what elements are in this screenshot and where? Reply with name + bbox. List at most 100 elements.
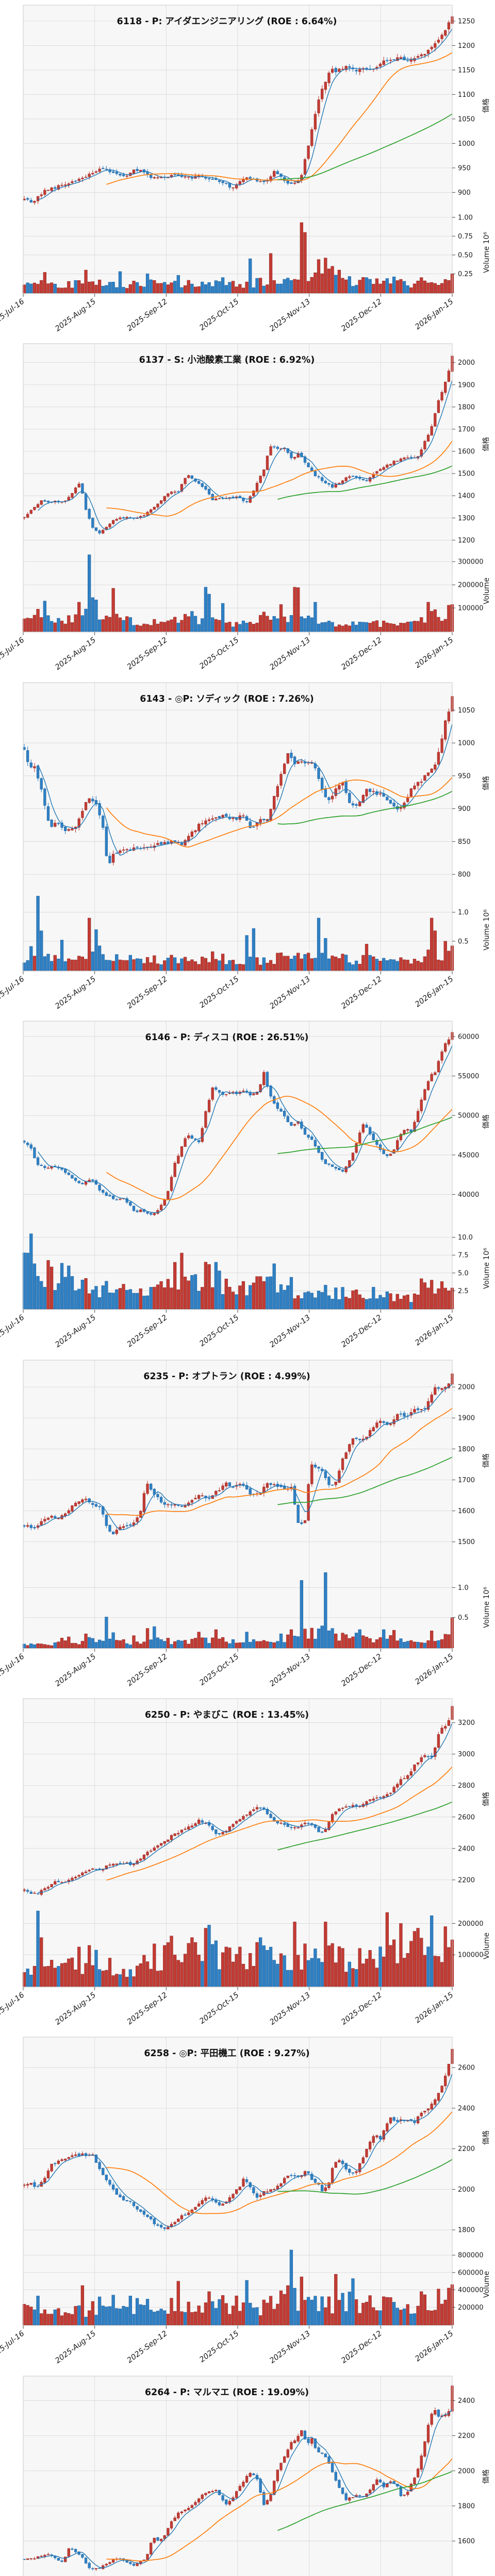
ma-mid-line [106,2458,453,2562]
svg-text:1600: 1600 [458,2537,475,2545]
svg-text:1600: 1600 [458,1507,475,1515]
svg-text:2025-Jul-16: 2025-Jul-16 [0,1652,26,1685]
price-axis-tick-labels: 900 950 1000 1050 1100 1150 1200 1250 0.25 0.50 0.… [452,18,475,278]
chart-title: 6118 - P: アイダエンジニアリング (ROE : 6.64%) [117,16,337,27]
stock-chart-cell-6146: 40000 45000 50000 55000 60000 2.5 5.0 7.5 10.0 20… [0,1016,495,1355]
svg-text:1100: 1100 [458,91,475,99]
stock-chart-6258: 1800 2000 2200 2400 2600 200000 400000 600000 80… [0,2037,491,2365]
svg-text:1600: 1600 [458,448,475,456]
svg-text:0.25: 0.25 [458,270,473,278]
ma-long-line [277,790,453,825]
ma-short-line [38,1383,453,1530]
grid-lines [23,1360,453,1649]
svg-text:2000: 2000 [458,1383,475,1391]
volume-axis-title: Volume [483,578,491,604]
volume-bars [22,554,454,632]
ma-long-line [277,1456,453,1505]
volume-bars [22,1572,454,1648]
svg-text:2000: 2000 [458,360,475,367]
svg-text:2400: 2400 [458,2397,475,2405]
svg-text:1300: 1300 [458,515,475,522]
svg-text:2025-Jul-16: 2025-Jul-16 [0,975,26,1007]
svg-text:1050: 1050 [458,115,475,123]
price-axis-tick-labels: 800 850 900 950 1000 1050 0.5 1.0 [452,707,475,945]
svg-text:2600: 2600 [458,1814,475,1821]
price-axis-title: 価格 [482,2469,490,2484]
stock-chart-cell-6264: 160018002000220024000.20.40.60.81.02025-… [0,2370,495,2576]
svg-text:950: 950 [458,772,471,780]
svg-text:2025-Oct-15: 2025-Oct-15 [198,297,240,332]
svg-text:1800: 1800 [458,1445,475,1453]
svg-text:1900: 1900 [458,382,475,389]
svg-text:2025-Oct-15: 2025-Oct-15 [198,1991,240,2025]
svg-text:200000: 200000 [458,1920,484,1928]
price-axis-tick-labels: 2200 2400 2600 2800 3000 3200 100000 200000 [452,1719,484,1959]
chart-title: 6143 - ◎P: ソディック (ROE : 7.26%) [140,693,314,704]
ma-mid-line [106,1096,453,1200]
svg-text:2025-Sep-12: 2025-Sep-12 [126,1991,169,2026]
svg-text:0.5: 0.5 [458,938,469,945]
svg-text:2400: 2400 [458,1845,475,1853]
x-axis-tick-labels: 2025-Jul-16 2025-Aug-15 2025-Sep-12 2025-Oc… [0,632,455,672]
svg-text:10.0: 10.0 [458,1234,473,1242]
svg-text:1.0: 1.0 [458,1584,469,1592]
ma-short-line [38,2073,453,2227]
svg-text:3000: 3000 [458,1751,475,1758]
svg-text:2.5: 2.5 [458,1287,469,1295]
svg-text:1500: 1500 [458,470,475,478]
svg-text:2200: 2200 [458,2146,475,2154]
svg-text:1200: 1200 [458,42,475,50]
svg-text:2025-Jul-16: 2025-Jul-16 [0,636,26,669]
svg-text:7.5: 7.5 [458,1252,469,1260]
svg-text:1800: 1800 [458,2227,475,2234]
svg-text:2025-Oct-15: 2025-Oct-15 [198,1314,240,1348]
svg-text:1800: 1800 [458,2502,475,2510]
svg-text:900: 900 [458,805,471,813]
price-axis-title: 価格 [482,98,490,113]
volume-axis-title: Volume 10⁶ [483,1248,491,1289]
svg-text:2025-Jul-16: 2025-Jul-16 [0,1991,26,2023]
chart-title: 6235 - P: オプトラン (ROE : 4.99%) [143,1371,310,1382]
svg-text:800000: 800000 [458,2252,484,2260]
svg-text:2025-Nov-13: 2025-Nov-13 [268,2330,312,2365]
svg-text:2025-Sep-12: 2025-Sep-12 [126,2330,169,2365]
svg-text:1900: 1900 [458,1414,475,1422]
price-axis-tick-labels: 160018002000220024000.20.40.60.81.0 [452,2397,475,2545]
stock-chart-6118: 900 950 1000 1050 1100 1150 1200 1250 0.25 0.50 0.… [0,5,491,333]
chart-title: 6264 - P: マルマエ (ROE : 19.09%) [145,2387,309,2398]
svg-text:5.0: 5.0 [458,1269,469,1277]
stock-chart-6146: 40000 45000 50000 55000 60000 2.5 5.0 7.5 10.0 20… [0,1021,491,1349]
stock-chart-6137: 1200 1300 1400 1500 1600 1700 1800 1900 2000 1000… [0,343,491,672]
svg-text:900: 900 [458,189,471,197]
candles [23,13,454,205]
stock-chart-cell-6143: 800 850 900 950 1000 1050 0.5 1.0 2025-Jul-16 202… [0,677,495,1016]
stock-chart-cell-6137: 1200 1300 1400 1500 1600 1700 1800 1900 2000 1000… [0,338,495,677]
svg-text:2025-Dec-12: 2025-Dec-12 [340,2330,384,2365]
svg-text:2025-Oct-15: 2025-Oct-15 [198,1652,240,1687]
ma-long-line [277,1801,453,1851]
chart-title: 6137 - S: 小池酸素工業 (ROE : 6.92%) [139,354,315,365]
ma-mid-line [106,1766,453,1881]
svg-text:300000: 300000 [458,558,484,566]
svg-text:2400: 2400 [458,2105,475,2113]
svg-text:2000: 2000 [458,2186,475,2194]
price-axis-title: 価格 [482,1792,490,1806]
svg-text:2025-Dec-12: 2025-Dec-12 [340,1991,384,2026]
svg-text:2025-Sep-12: 2025-Sep-12 [126,1314,169,1349]
svg-text:2025-Dec-12: 2025-Dec-12 [340,636,384,672]
stock-chart-6264: 160018002000220024000.20.40.60.81.02025-… [23,2376,490,2576]
ma-long-line [277,2159,453,2195]
price-axis-title: 価格 [482,1453,490,1468]
svg-text:2025-Nov-13: 2025-Nov-13 [268,297,312,333]
svg-text:100000: 100000 [458,605,484,613]
svg-text:2200: 2200 [458,1876,475,1884]
stock-chart-cell-6258: 1800 2000 2200 2400 2600 200000 400000 600000 80… [0,2032,495,2371]
ma-short-line [38,380,453,531]
volume-axis-title: Volume [483,2271,491,2298]
x-axis-tick-labels: 2025-Jul-16 2025-Aug-15 2025-Sep-12 2025-Oc… [0,1987,455,2027]
svg-text:1500: 1500 [458,1538,475,1546]
x-axis-tick-labels: 2025-Jul-16 2025-Aug-15 2025-Sep-12 2025-Oc… [0,2326,455,2365]
ma-short-line [38,1045,453,1213]
chart-title: 6250 - P: やまびこ (ROE : 13.45%) [145,1710,309,1720]
